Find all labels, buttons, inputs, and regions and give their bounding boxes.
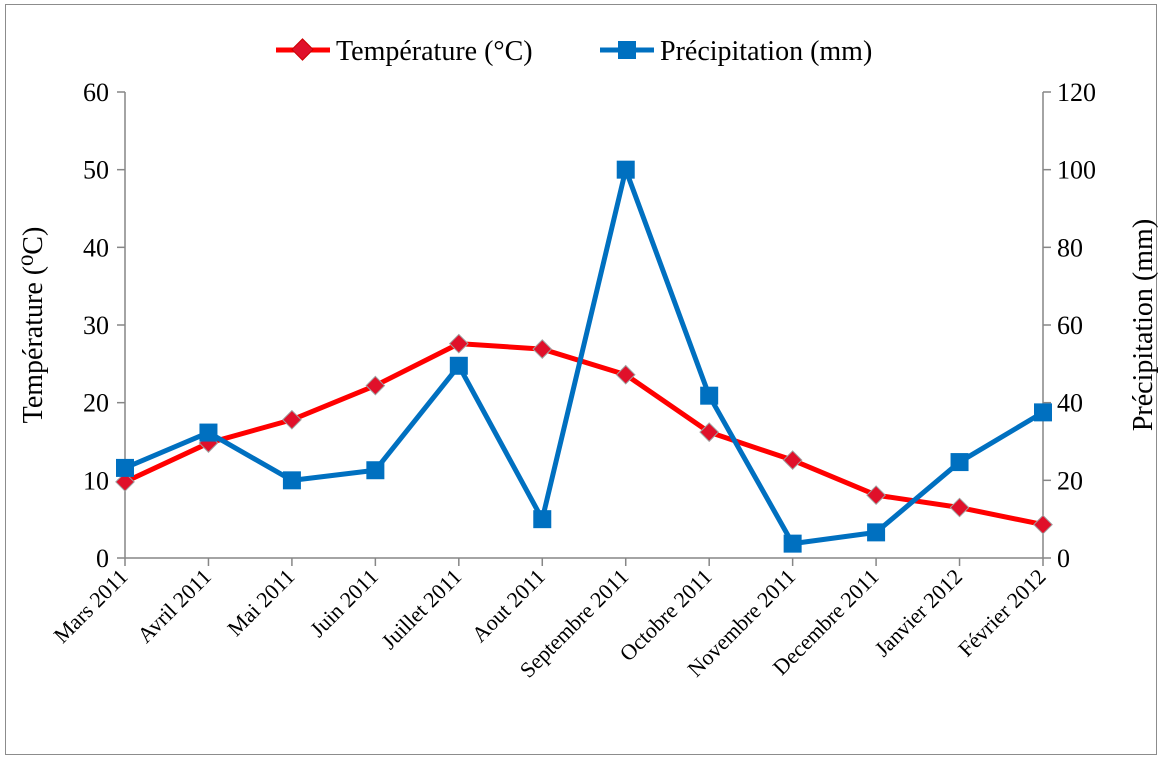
temperature-point <box>949 497 970 518</box>
x-category-label: Mai 2011 <box>222 564 299 641</box>
temperature-point <box>615 364 636 385</box>
precipitation-point <box>449 356 468 375</box>
precipitation-point <box>533 510 552 529</box>
right-axis-title: Précipitation (mm) <box>1128 219 1159 431</box>
right-tick-label: 0 <box>1057 544 1070 573</box>
left-tick-label: 50 <box>83 156 109 185</box>
series-line <box>123 341 1044 528</box>
chart-frame <box>5 4 1157 755</box>
right-tick-label: 80 <box>1057 233 1083 262</box>
x-category-label: Aout 2011 <box>467 564 550 647</box>
temperature-point <box>866 485 886 505</box>
precipitation-point <box>199 423 218 442</box>
series-temperature <box>115 333 1053 535</box>
precipitation-point <box>366 461 385 480</box>
left-tick-label: 0 <box>96 544 109 573</box>
left-axis-title: Température (⁰C) <box>18 227 49 424</box>
temperature-point <box>282 409 302 430</box>
right-tick-label: 20 <box>1057 466 1083 495</box>
left-tick-label: 60 <box>83 78 109 107</box>
left-tick-label: 30 <box>83 311 109 340</box>
legend-item-precipitation: Précipitation (mm) <box>600 36 872 67</box>
legend-marker-temperature <box>291 38 314 61</box>
right-tick-label: 60 <box>1057 311 1083 340</box>
legend-item-temperature: Température (°C) <box>276 36 533 67</box>
x-category-label: Avril 2011 <box>132 564 216 648</box>
temperature-point <box>532 339 553 359</box>
precipitation-point <box>867 523 886 542</box>
x-category-label: Juin 2011 <box>305 564 383 642</box>
legend: Température (°C) Précipitation (mm) <box>276 36 872 67</box>
series-line <box>124 167 1045 547</box>
precipitation-point <box>616 160 635 179</box>
precipitation-point <box>1034 403 1052 422</box>
x-category-label: Juillet 2011 <box>376 564 466 654</box>
temperature-point <box>699 422 720 443</box>
series-layer <box>115 160 1053 553</box>
precipitation-point <box>950 453 969 472</box>
right-tick-label: 100 <box>1057 156 1096 185</box>
left-tick-label: 40 <box>83 233 109 262</box>
x-ticks: Mars 2011 Avril 2011 Mai 2011 Juin 2011Juil… <box>48 558 1051 682</box>
legend-label-temperature: Température (°C) <box>336 36 533 67</box>
x-category-label: Mars 2011 <box>48 564 132 648</box>
left-tick-label: 10 <box>83 466 109 495</box>
x-category-label: Février 2012 <box>953 564 1051 662</box>
temperature-point <box>448 333 469 354</box>
precipitation-point <box>783 534 802 553</box>
x-category-label: Janvier 2012 <box>869 564 967 662</box>
precipitation-point <box>282 471 301 490</box>
right-y-ticks: 0 20 40 60 80 100 120 <box>1043 78 1096 573</box>
right-tick-label: 120 <box>1057 78 1096 107</box>
temperature-point <box>1033 514 1053 535</box>
temperature-point <box>782 450 803 471</box>
right-tick-label: 40 <box>1057 389 1083 418</box>
left-y-ticks: 0 10 20 30 40 50 60 <box>83 78 125 573</box>
series-precipitation <box>116 160 1052 553</box>
precipitation-point <box>116 458 134 477</box>
precipitation-point <box>700 386 719 405</box>
legend-label-precipitation: Précipitation (mm) <box>660 36 872 67</box>
left-tick-label: 20 <box>83 389 109 418</box>
temperature-point <box>365 375 386 396</box>
temperature-point <box>115 471 135 492</box>
legend-marker-precipitation <box>618 41 636 59</box>
